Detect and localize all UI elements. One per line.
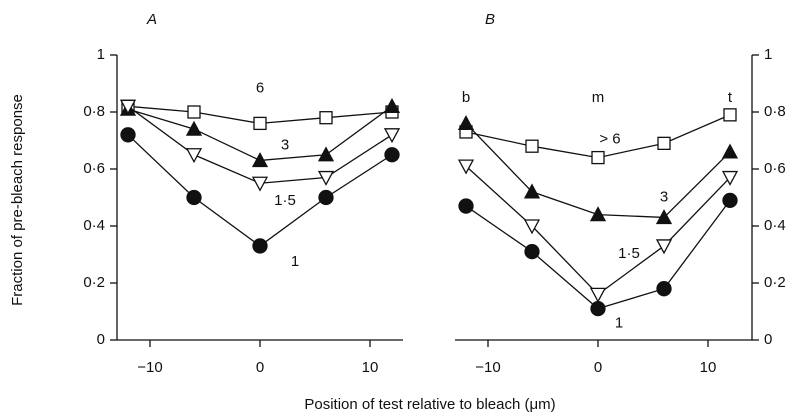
x-axis-label: Position of test relative to bleach (μm) xyxy=(304,396,555,413)
series-label: 3 xyxy=(281,136,289,153)
x-tick-label: 0 xyxy=(256,359,264,376)
marker xyxy=(120,127,136,143)
x-tick-label: 10 xyxy=(700,359,717,376)
marker xyxy=(383,97,401,113)
y-tick-label: 0·2 xyxy=(764,274,786,291)
marker xyxy=(319,111,333,125)
series-label: 1·5 xyxy=(274,192,296,209)
marker xyxy=(383,128,401,144)
x-tick-label: 10 xyxy=(362,359,379,376)
marker xyxy=(589,287,607,303)
marker xyxy=(524,243,540,260)
marker xyxy=(251,152,269,168)
series-line xyxy=(465,165,731,296)
marker xyxy=(187,105,201,119)
marker xyxy=(721,170,739,186)
x-tick-label: −10 xyxy=(137,359,162,376)
panel-label: A xyxy=(146,11,157,28)
annotation: t xyxy=(728,89,733,106)
marker xyxy=(721,143,739,159)
series-label: 1·5 xyxy=(618,245,640,262)
series-line xyxy=(465,122,731,219)
marker xyxy=(657,136,671,151)
series-label: 1 xyxy=(291,253,299,270)
marker xyxy=(656,281,672,297)
marker xyxy=(523,183,541,199)
y-tick-label: 1 xyxy=(764,46,772,63)
marker xyxy=(318,189,334,206)
panel-label: B xyxy=(485,11,495,28)
y-tick-label: 0·8 xyxy=(83,103,105,120)
marker xyxy=(525,139,539,153)
marker xyxy=(317,170,335,186)
annotation: b xyxy=(462,89,470,106)
series-label: > 6 xyxy=(599,131,620,148)
marker xyxy=(186,189,202,206)
marker xyxy=(655,209,673,225)
marker xyxy=(655,239,673,255)
marker xyxy=(457,115,475,131)
y-tick-label: 0·4 xyxy=(83,217,105,234)
y-tick-label: 0·2 xyxy=(83,274,105,291)
x-tick-label: 0 xyxy=(594,359,602,376)
marker xyxy=(723,108,737,122)
y-tick-label: 0·6 xyxy=(764,160,786,177)
y-tick-label: 0·6 xyxy=(83,160,105,177)
y-tick-label: 1 xyxy=(97,46,105,63)
y-tick-label: 0·4 xyxy=(764,217,786,234)
annotation: m xyxy=(592,89,605,106)
marker xyxy=(458,198,474,214)
y-tick-label: 0 xyxy=(764,331,772,348)
marker xyxy=(119,99,137,115)
marker xyxy=(591,150,605,165)
marker xyxy=(251,176,269,192)
marker xyxy=(523,219,541,235)
marker xyxy=(589,206,607,222)
marker xyxy=(317,146,335,162)
marker xyxy=(590,300,606,317)
series-label: 3 xyxy=(660,188,668,205)
marker xyxy=(185,148,203,164)
marker xyxy=(185,120,203,136)
marker xyxy=(722,192,738,209)
marker xyxy=(253,116,267,131)
series-label: 6 xyxy=(256,79,264,96)
series-label: 1 xyxy=(615,315,623,332)
marker xyxy=(384,147,400,163)
marker xyxy=(457,159,475,175)
x-tick-label: −10 xyxy=(475,359,500,376)
y-axis-label: Fraction of pre-bleach response xyxy=(9,94,26,306)
marker xyxy=(252,238,268,254)
y-tick-label: 0 xyxy=(97,331,105,348)
y-tick-label: 0·8 xyxy=(764,103,786,120)
